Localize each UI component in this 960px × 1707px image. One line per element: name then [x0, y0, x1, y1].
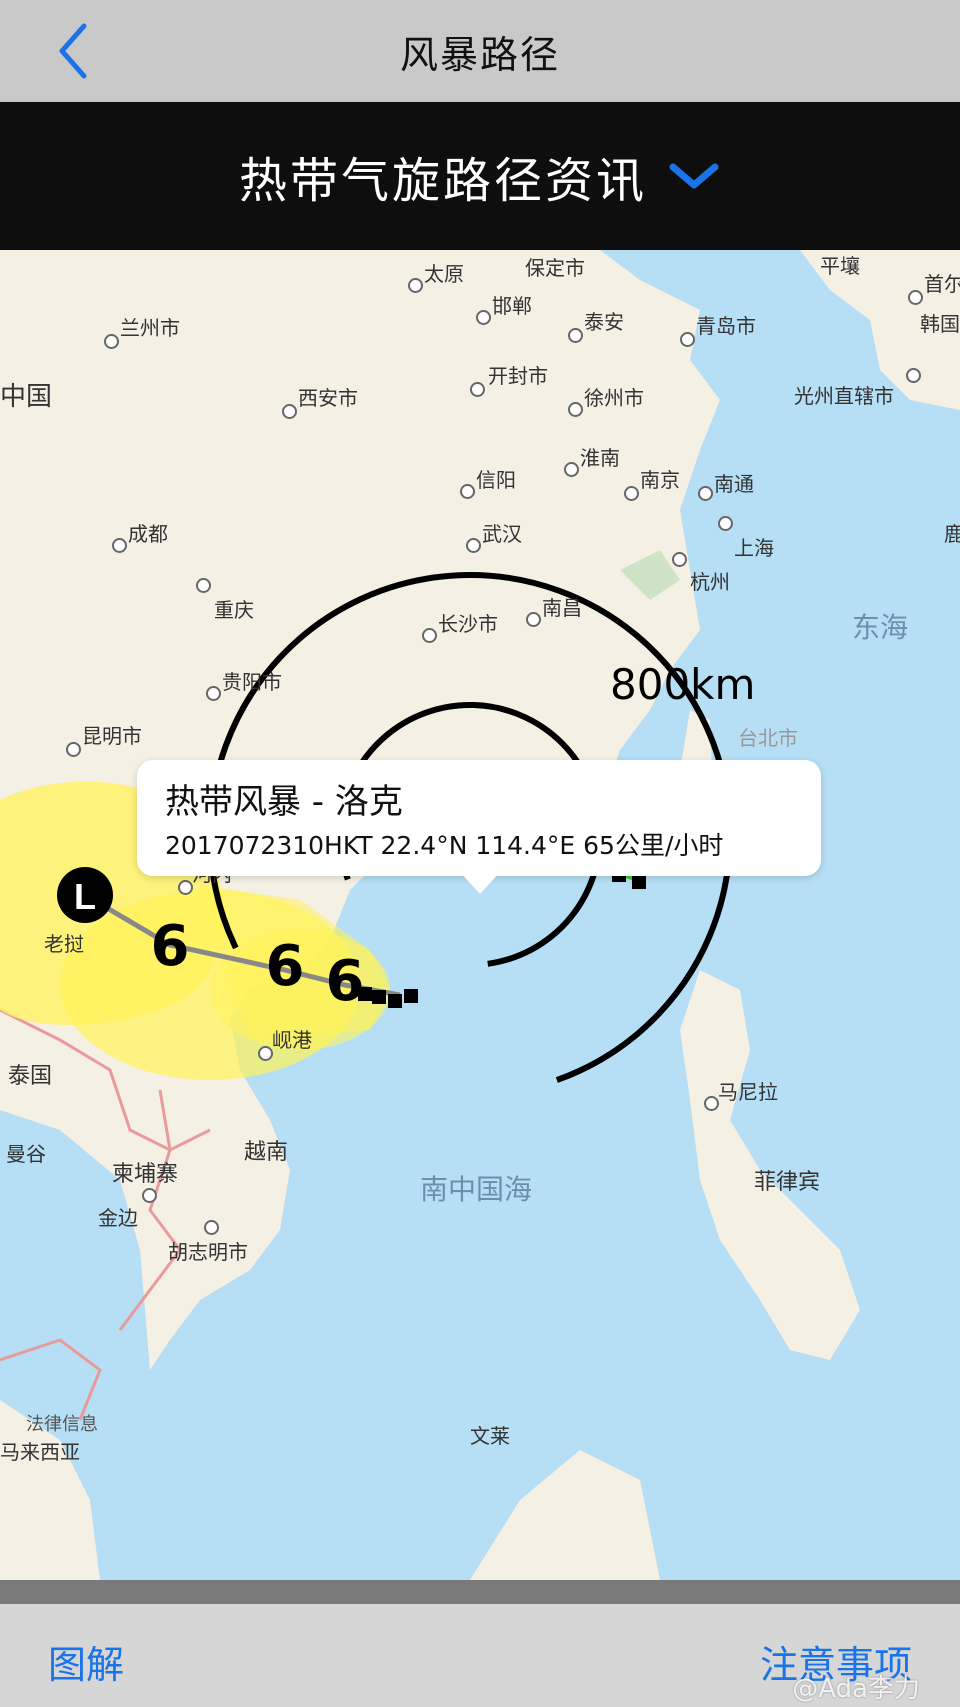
back-chevron-icon[interactable]	[48, 18, 108, 84]
city-dot	[624, 486, 639, 501]
city-label: 杭州	[690, 570, 730, 594]
storm-title: 热带风暴 - 洛克	[165, 782, 403, 822]
city-label: 贵阳市	[222, 670, 282, 694]
city-dot	[906, 368, 921, 383]
chevron-down-icon[interactable]	[667, 161, 721, 191]
city-label: 金边	[98, 1206, 138, 1230]
range-ring-label-outer: 800km	[610, 660, 756, 709]
city-dot	[680, 332, 695, 347]
city-label: 上海	[734, 536, 774, 560]
city-dot	[476, 310, 491, 325]
city-label: 柬埔寨	[112, 1162, 179, 1187]
callout-pointer	[460, 872, 500, 894]
city-label: 老挝	[44, 932, 84, 956]
city-label: 保定市	[525, 256, 585, 280]
city-dot	[104, 334, 119, 349]
svg-text:6: 6	[151, 914, 190, 979]
city-dot	[142, 1188, 157, 1203]
notes-button[interactable]: 注意事项	[759, 1643, 912, 1687]
city-label: 重庆	[214, 598, 254, 622]
city-label: 马来西亚	[0, 1440, 80, 1464]
city-dot	[718, 516, 733, 531]
svg-text:6: 6	[326, 949, 365, 1014]
storm-info-callout[interactable]: 热带风暴 - 洛克 2017072310HKT 22.4°N 114.4°E 6…	[137, 760, 821, 876]
city-label: 淮南	[580, 446, 620, 470]
city-label: 徐州市	[584, 386, 644, 410]
legend-button[interactable]: 图解	[48, 1643, 125, 1687]
page-title: 风暴路径	[399, 32, 560, 77]
navigation-bar: 风暴路径	[0, 0, 960, 102]
city-label: 昆明市	[82, 724, 142, 748]
city-label: 成都	[128, 522, 168, 546]
city-label: 胡志明市	[168, 1240, 248, 1264]
city-dot	[422, 628, 437, 643]
city-label: 长沙市	[438, 612, 498, 636]
city-label: 邯郸	[492, 294, 532, 318]
city-dot	[466, 538, 481, 553]
city-label: 南京	[640, 468, 680, 492]
city-label: 岘港	[272, 1028, 312, 1052]
city-dot	[206, 686, 221, 701]
bottom-toolbar: 图解 注意事项	[0, 1604, 960, 1707]
city-dot	[672, 552, 687, 567]
city-label: 兰州市	[120, 316, 180, 340]
city-label: 光州直辖市	[794, 384, 894, 408]
city-label: 文莱	[470, 1424, 510, 1448]
city-dot	[526, 612, 541, 627]
storm-map[interactable]: L L 6 6 6 中国 东海 南中国海 法律信息 太原 保定市 平壤 首尔 兰…	[0, 250, 960, 1580]
city-label: 武汉	[482, 522, 522, 546]
city-dot	[568, 402, 583, 417]
city-dot	[564, 462, 579, 477]
city-label: 鹿	[944, 522, 960, 546]
city-dot	[408, 278, 423, 293]
map-base: L L 6 6 6	[0, 250, 960, 1580]
section-title: 热带气旋路径资讯	[238, 153, 647, 209]
city-label: 越南	[244, 1140, 289, 1165]
legal-info-link[interactable]: 法律信息	[26, 1414, 98, 1435]
svg-text:6: 6	[266, 934, 305, 999]
city-dot	[258, 1046, 273, 1061]
city-label: 曼谷	[6, 1142, 46, 1166]
city-dot	[460, 484, 475, 499]
city-dot	[282, 404, 297, 419]
watermark: @Ada李力	[792, 1674, 920, 1704]
sea-label-east-sea: 东海	[852, 611, 909, 644]
city-dot	[196, 578, 211, 593]
city-label: 太原	[424, 262, 464, 286]
toolbar-separator	[0, 1580, 960, 1604]
city-label: 南通	[714, 472, 754, 496]
city-label: 首尔	[924, 272, 960, 296]
city-label: 马尼拉	[718, 1080, 778, 1104]
city-label: 菲律宾	[754, 1170, 821, 1195]
city-dot	[908, 290, 923, 305]
storm-detail: 2017072310HKT 22.4°N 114.4°E 65公里/小时	[165, 831, 724, 860]
region-label-china: 中国	[0, 382, 53, 412]
city-label: 台北市	[738, 726, 798, 750]
city-dot	[178, 880, 193, 895]
city-dot	[66, 742, 81, 757]
city-label: 青岛市	[696, 314, 756, 338]
city-dot	[470, 382, 485, 397]
city-label: 泰国	[8, 1064, 53, 1089]
sea-label-south-china-sea: 南中国海	[420, 1173, 533, 1206]
city-dot	[112, 538, 127, 553]
city-dot	[698, 486, 713, 501]
city-label: 南昌	[542, 596, 582, 620]
section-selector[interactable]: 热带气旋路径资讯	[0, 102, 960, 250]
city-label: 平壤	[820, 254, 860, 278]
city-dot	[204, 1220, 219, 1235]
city-dot	[704, 1096, 719, 1111]
city-label: 西安市	[298, 386, 358, 410]
city-label: 韩国	[920, 312, 960, 336]
city-label: 信阳	[476, 468, 516, 492]
svg-text:L: L	[74, 876, 96, 917]
city-dot	[568, 328, 583, 343]
city-label: 泰安	[584, 310, 624, 334]
city-label: 开封市	[488, 364, 548, 388]
